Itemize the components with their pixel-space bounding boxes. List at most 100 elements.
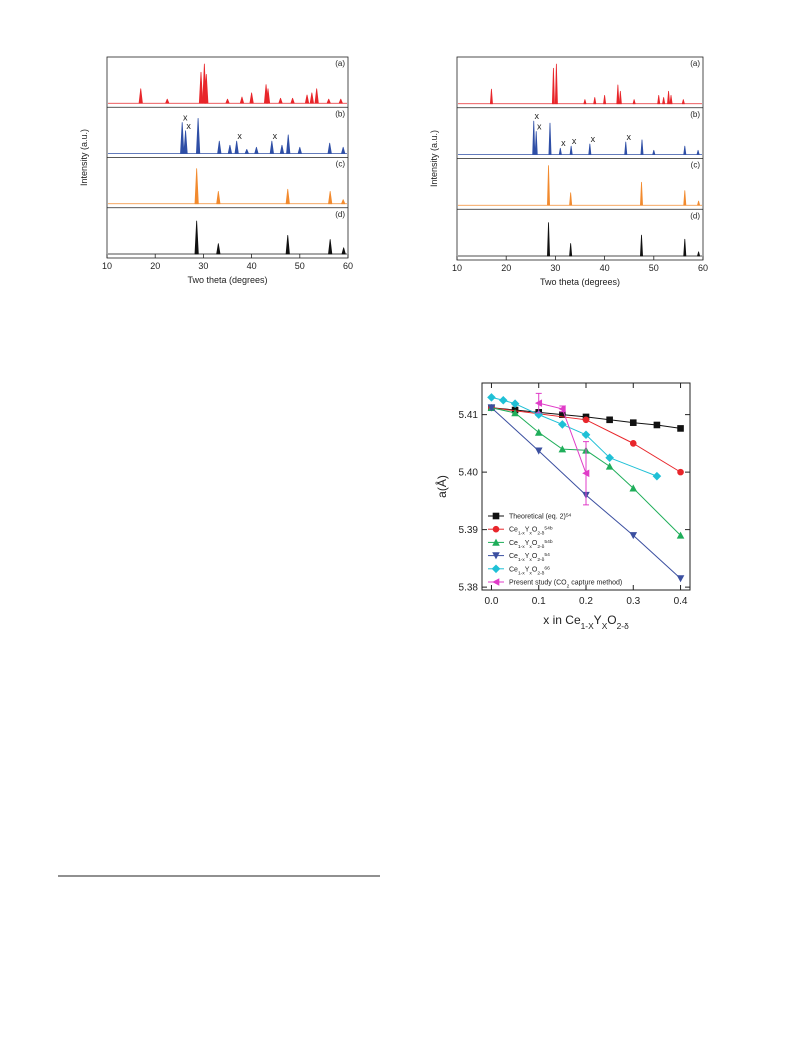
y-tick-label: 5.40 (459, 468, 479, 479)
data-point (558, 420, 567, 429)
data-point (629, 419, 637, 426)
peak (547, 222, 550, 257)
peak (285, 235, 290, 255)
y-axis-label: Intensity (a.u.) (79, 129, 89, 186)
peak (593, 97, 597, 105)
legend-ref: 54b (544, 525, 552, 531)
peak (239, 96, 245, 104)
peak (227, 144, 232, 154)
data-point (534, 447, 543, 455)
data-point (629, 532, 638, 540)
data-point (629, 440, 637, 447)
legend-ref: 66 (544, 565, 550, 571)
peak (569, 243, 573, 257)
x-tick-label: 60 (343, 261, 353, 271)
y-tick-label: 5.38 (459, 583, 479, 594)
x-tick-label: 40 (600, 263, 610, 273)
x-axis-label-part: Y (594, 613, 602, 627)
legend-label-part: Ce (509, 553, 518, 560)
peak (569, 145, 573, 155)
peak (534, 131, 538, 155)
peak (328, 190, 333, 205)
peak (624, 141, 628, 155)
legend-label-part: 1-x (518, 557, 525, 563)
peak (683, 190, 687, 206)
data-point (498, 395, 508, 405)
peak (254, 146, 259, 154)
data-point (605, 453, 614, 463)
peak (640, 181, 643, 206)
panel-label: (d) (335, 210, 345, 219)
peak (667, 90, 671, 105)
legend-label-part: x (529, 571, 532, 576)
peak (279, 144, 285, 154)
peak (304, 94, 310, 104)
legend-label-part: O (532, 553, 538, 560)
x-axis-label-part: 2-δ (617, 621, 629, 631)
panel-label: (b) (335, 109, 345, 118)
legend-label: Ce1-xYxO2-δ54b (509, 525, 553, 536)
legend-marker (492, 552, 500, 560)
legend-marker (492, 525, 500, 533)
data-point (487, 404, 496, 412)
peak (532, 120, 536, 155)
peak (632, 99, 636, 105)
peak (285, 188, 290, 205)
peak (569, 192, 573, 206)
peak (588, 143, 592, 155)
peak (618, 90, 622, 105)
x-tick-label: 60 (698, 263, 708, 273)
legend-label-part: 1-x (518, 530, 525, 536)
x-tick-label: 0.4 (674, 596, 688, 607)
data-point (534, 428, 543, 436)
y-axis-label: a(Å) (434, 475, 449, 498)
peak (662, 97, 666, 105)
x-tick-label: 20 (501, 263, 511, 273)
peak-marker: x (627, 132, 632, 142)
peak (326, 98, 331, 104)
data-point (676, 531, 685, 539)
panel-label: (c) (336, 160, 346, 169)
legend-marker (492, 512, 500, 520)
legend-ref: 54 (544, 552, 550, 558)
data-point (653, 421, 661, 429)
panel-label: (a) (335, 59, 345, 68)
peak (278, 97, 283, 104)
legend-label-part: O (532, 566, 538, 573)
data-point (558, 405, 566, 413)
x-tick-label: 0.2 (579, 596, 593, 607)
y-tick-label: 5.41 (459, 410, 479, 421)
peak (297, 146, 302, 154)
peak (194, 168, 199, 205)
x-axis-label: x in Ce1-XYXO2-δ (543, 613, 629, 631)
peak (697, 200, 701, 206)
panel-label: (b) (690, 110, 700, 119)
legend-label-part: capture method) (569, 580, 622, 587)
panel-label: (c) (691, 161, 701, 170)
legend-label-part: O (532, 527, 538, 534)
peak (328, 239, 333, 255)
data-point (511, 409, 519, 417)
legend-label-part: Y (525, 527, 530, 534)
legend-label: Ce1-xYxO2-δ54b (509, 538, 553, 549)
peak (558, 147, 562, 155)
legend-label-part: x (529, 531, 532, 536)
data-point (582, 416, 590, 424)
peak (341, 199, 346, 205)
legend-label-part: 2-δ (537, 570, 544, 576)
legend-label-part: Ce (509, 566, 518, 573)
peak (554, 63, 558, 105)
peak-marker: x (186, 121, 191, 131)
x-tick-label: 30 (550, 263, 560, 273)
peak (194, 220, 199, 255)
legend-label-part: 2-δ (537, 557, 544, 563)
peak-marker: x (273, 131, 278, 141)
data-point (558, 445, 567, 453)
legend-label: Present study (CO2 capture method) (509, 580, 622, 590)
legend-label-part: 2-δ (537, 530, 544, 536)
peak (548, 122, 552, 155)
peak (309, 92, 314, 104)
data-point (606, 416, 613, 424)
